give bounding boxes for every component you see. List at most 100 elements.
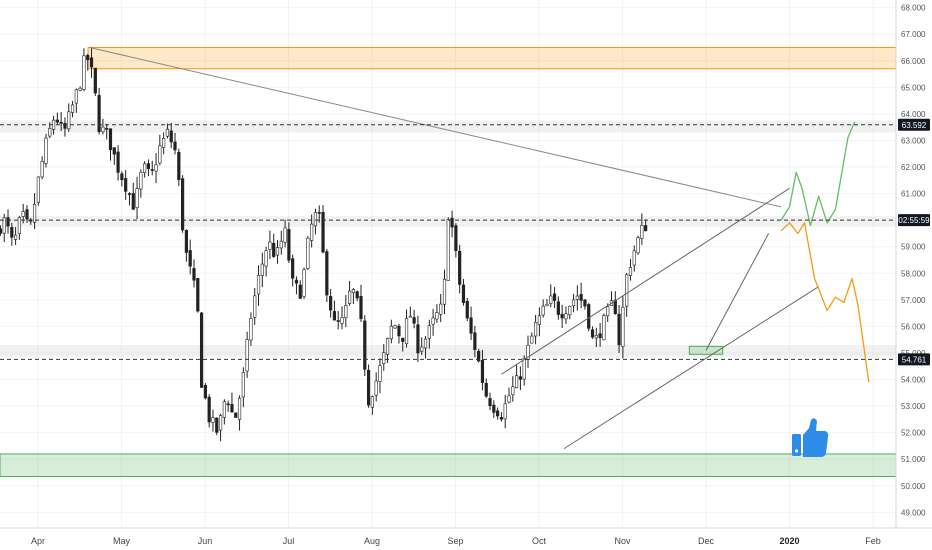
projection-paths bbox=[780, 121, 870, 383]
y-tick-label: 57.000 bbox=[901, 296, 926, 305]
candle bbox=[287, 222, 291, 263]
candle bbox=[184, 229, 189, 262]
time-axis[interactable]: Apr May Jun Jul Aug Sep Oct Nov Dec 2020 Feb bbox=[31, 536, 881, 546]
candle bbox=[583, 299, 587, 310]
support-zone bbox=[0, 453, 897, 478]
candle bbox=[480, 349, 485, 391]
candle bbox=[40, 156, 44, 180]
y-tick-label: 58.000 bbox=[901, 269, 926, 278]
candle bbox=[613, 291, 617, 315]
price-tag-label: 54.761 bbox=[902, 355, 927, 364]
y-tick-label: 51.000 bbox=[901, 455, 926, 464]
candle bbox=[241, 367, 245, 408]
x-tick-label: Apr bbox=[31, 536, 45, 546]
candle bbox=[260, 252, 264, 288]
candle bbox=[291, 254, 295, 287]
candle bbox=[317, 205, 321, 223]
candle bbox=[10, 222, 14, 246]
x-tick-label: Oct bbox=[532, 536, 547, 546]
candle bbox=[215, 417, 219, 436]
candle bbox=[617, 304, 621, 353]
candle bbox=[59, 112, 63, 132]
candle bbox=[621, 296, 625, 359]
candle bbox=[541, 299, 545, 318]
price-tag: 02:55:59 bbox=[898, 214, 930, 227]
candle bbox=[590, 326, 595, 339]
candle bbox=[636, 235, 640, 255]
candle bbox=[218, 413, 223, 442]
candle bbox=[526, 335, 530, 368]
candle bbox=[177, 148, 181, 187]
candle bbox=[423, 336, 428, 359]
candle bbox=[63, 117, 67, 137]
candle bbox=[571, 293, 576, 313]
candle bbox=[162, 132, 166, 155]
bullish-projection-path bbox=[780, 121, 856, 227]
candle bbox=[86, 53, 90, 71]
candle bbox=[188, 239, 192, 275]
candle bbox=[146, 159, 151, 177]
candle bbox=[416, 315, 420, 362]
candle bbox=[67, 103, 71, 132]
candle bbox=[165, 123, 170, 139]
candle bbox=[644, 219, 648, 232]
candle bbox=[537, 307, 541, 337]
y-tick-label: 62.000 bbox=[901, 163, 926, 172]
candle bbox=[127, 192, 132, 206]
y-tick-label: 64.000 bbox=[901, 110, 926, 119]
channel-upper-line bbox=[501, 187, 790, 375]
candle bbox=[135, 176, 139, 220]
candle bbox=[70, 100, 75, 118]
y-tick-label: 63.000 bbox=[901, 136, 926, 145]
candle bbox=[397, 323, 401, 344]
candle bbox=[511, 376, 515, 402]
candle bbox=[640, 213, 644, 245]
candle bbox=[256, 265, 261, 306]
candle bbox=[454, 223, 458, 258]
y-tick-label: 65.000 bbox=[901, 83, 926, 92]
x-tick-label: Aug bbox=[364, 536, 380, 546]
candle bbox=[116, 145, 120, 181]
candle bbox=[587, 303, 591, 332]
candle bbox=[545, 298, 549, 307]
candle bbox=[370, 395, 374, 415]
candle bbox=[518, 366, 523, 391]
channel-lower-line bbox=[563, 286, 819, 450]
candle bbox=[226, 400, 230, 413]
x-tick-label: Dec bbox=[698, 536, 715, 546]
candle bbox=[6, 209, 10, 234]
x-tick-label: 2020 bbox=[779, 536, 799, 546]
price-axis[interactable]: 49.00050.00051.00052.00053.00054.00055.0… bbox=[901, 4, 926, 518]
candle bbox=[272, 233, 276, 258]
candle bbox=[89, 47, 94, 78]
candle bbox=[408, 306, 412, 318]
candle bbox=[366, 364, 371, 408]
candle bbox=[253, 287, 257, 325]
candle bbox=[458, 244, 462, 294]
candle bbox=[628, 259, 633, 281]
candle bbox=[427, 319, 431, 349]
candle bbox=[150, 160, 154, 176]
y-tick-label: 66.000 bbox=[901, 57, 926, 66]
candle bbox=[279, 230, 283, 255]
candle bbox=[302, 267, 306, 300]
candle bbox=[78, 86, 82, 92]
price-tag: 63.592 bbox=[898, 118, 930, 131]
candle bbox=[97, 87, 101, 135]
y-tick-label: 59.000 bbox=[901, 243, 926, 252]
candle bbox=[552, 287, 557, 308]
candle bbox=[108, 128, 113, 161]
candle bbox=[105, 123, 109, 140]
candle bbox=[25, 205, 29, 223]
y-tick-label: 52.000 bbox=[901, 429, 926, 438]
price-tag: 54.761 bbox=[898, 353, 930, 366]
resistance-zone bbox=[87, 47, 897, 70]
candle bbox=[389, 319, 393, 344]
candle bbox=[575, 285, 579, 311]
candle bbox=[268, 230, 272, 260]
candle bbox=[249, 312, 253, 346]
price-tags: 63.592 02:55:59 54.761 bbox=[898, 118, 930, 366]
candle bbox=[245, 331, 249, 378]
candle bbox=[36, 176, 40, 206]
